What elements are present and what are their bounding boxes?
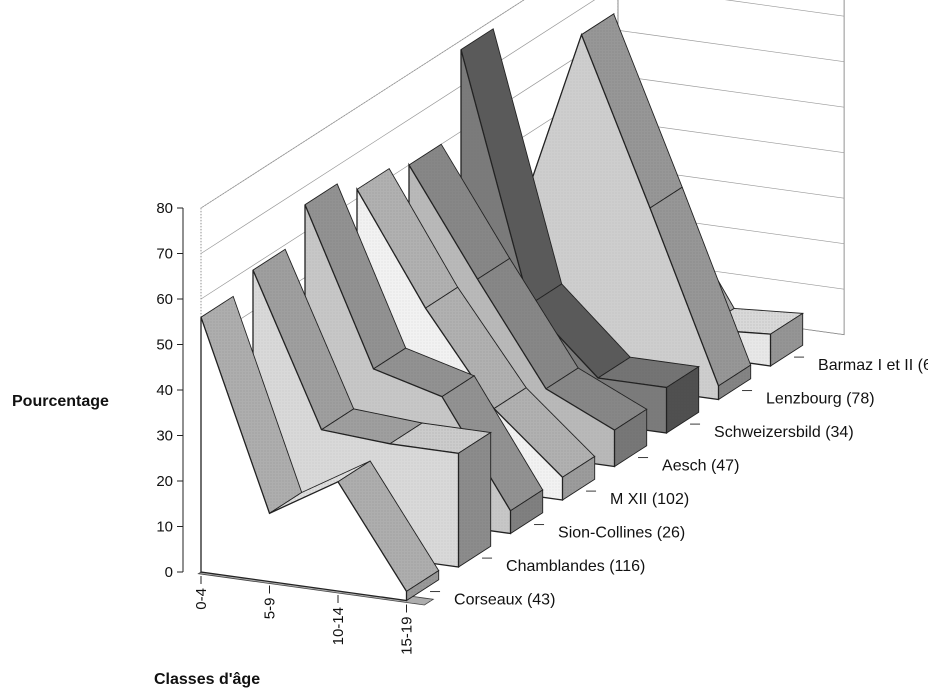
series-label: Barmaz I et II (62) xyxy=(818,357,928,374)
y-tick-label: 50 xyxy=(156,337,173,354)
x-tick-label: 5-9 xyxy=(262,598,279,620)
series-top-texture xyxy=(305,183,406,369)
y-tick-label: 80 xyxy=(156,200,173,217)
series-top-texture xyxy=(269,461,371,514)
series-top-texture xyxy=(201,296,302,514)
series-top-texture xyxy=(546,368,647,431)
gridline xyxy=(200,0,525,209)
series-end-texture xyxy=(406,570,439,601)
series-end-texture xyxy=(770,313,803,366)
y-tick-label: 40 xyxy=(156,382,173,399)
series-top-texture xyxy=(321,408,423,444)
labels: Barmaz I et II (62) Lenzbourg (78) Schweiz… xyxy=(12,200,928,688)
series-top-texture xyxy=(357,168,458,309)
x-tick-label: 0-4 xyxy=(193,588,210,610)
series-top-texture xyxy=(494,387,595,478)
y-tick-label: 60 xyxy=(156,291,173,308)
y-tick-label: 30 xyxy=(156,428,173,445)
y-tick-label: 0 xyxy=(165,564,173,581)
series-top-texture xyxy=(338,461,439,592)
series-top-texture xyxy=(581,13,683,209)
axes xyxy=(177,207,407,613)
series-top-texture xyxy=(253,249,354,430)
series-top-texture xyxy=(442,375,543,511)
series-top-texture xyxy=(477,258,579,389)
series-top-texture xyxy=(650,187,751,386)
series-top-texture xyxy=(373,348,475,397)
series-top-texture xyxy=(461,28,562,305)
series-label: Chamblandes (116) xyxy=(506,558,645,575)
series-end-texture xyxy=(562,456,595,500)
series-top-texture xyxy=(409,144,510,280)
series-label: Corseaux (43) xyxy=(454,592,555,609)
series-0 xyxy=(200,295,440,602)
series-label: Sion-Collines (26) xyxy=(558,525,685,542)
series-end-texture xyxy=(718,365,751,400)
series-top-texture xyxy=(425,287,527,409)
series-layer xyxy=(200,12,805,602)
series-label: M XII (102) xyxy=(610,491,689,508)
x-tick-label: 10-14 xyxy=(330,607,347,645)
series-top-texture xyxy=(598,357,699,388)
series-label: Lenzbourg (78) xyxy=(766,391,875,408)
series-front-face xyxy=(200,316,408,602)
y-tick-label: 70 xyxy=(156,246,173,263)
x-tick-label: 15-19 xyxy=(399,617,416,655)
series-label: Schweizersbild (34) xyxy=(714,424,854,441)
series-label: Aesch (47) xyxy=(662,458,739,475)
series-end-texture xyxy=(510,490,543,534)
y-axis-title: Pourcentage xyxy=(12,393,109,410)
series-end-texture xyxy=(458,432,491,567)
series-top-texture xyxy=(529,284,631,378)
x-axis-title: Classes d'âge xyxy=(154,671,260,688)
y-tick-label: 10 xyxy=(156,519,173,536)
y-tick-label: 20 xyxy=(156,473,173,490)
series-end-texture xyxy=(666,366,699,433)
series-top-texture xyxy=(390,423,491,454)
gridline xyxy=(200,0,845,254)
series-end-texture xyxy=(614,409,647,467)
